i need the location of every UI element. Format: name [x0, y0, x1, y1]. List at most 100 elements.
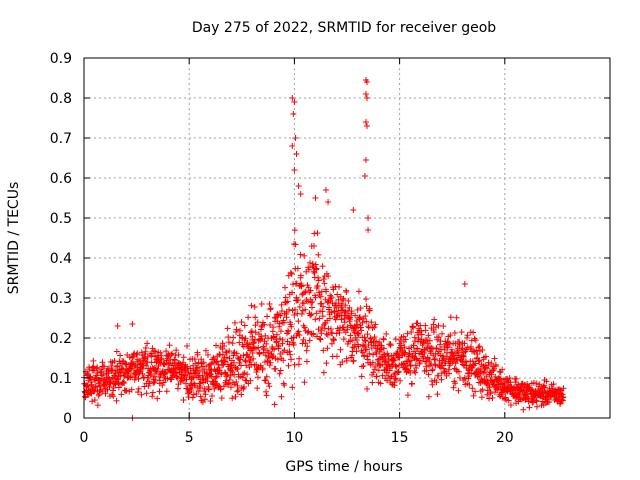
data-point-plus	[458, 329, 465, 336]
data-point-plus	[150, 347, 157, 354]
data-point-plus	[135, 389, 142, 396]
y-tick-label: 0.6	[50, 171, 72, 187]
data-point-plus	[319, 263, 326, 270]
data-point-plus	[328, 340, 335, 347]
data-point-plus	[250, 355, 257, 362]
data-point-plus	[417, 359, 424, 366]
data-point-plus	[323, 331, 330, 338]
data-point-plus	[270, 324, 277, 331]
data-point-plus	[246, 341, 253, 348]
data-point-plus	[316, 335, 323, 342]
data-point-plus	[343, 288, 350, 295]
data-point-plus	[391, 357, 398, 364]
data-point-plus	[135, 385, 142, 392]
data-point-plus	[139, 370, 146, 377]
data-point-plus	[356, 314, 363, 321]
data-point-plus	[276, 335, 283, 342]
y-axis-label: SRMTID / TECUs	[6, 182, 22, 295]
data-point-plus	[285, 328, 292, 335]
data-point-plus	[507, 402, 514, 409]
data-point-plus	[241, 322, 248, 329]
data-point-plus	[160, 379, 167, 386]
data-point-plus	[485, 395, 492, 402]
data-point-plus	[259, 365, 266, 372]
data-point-plus	[353, 317, 360, 324]
y-tick-label: 0.5	[50, 211, 72, 227]
data-point-plus	[453, 314, 460, 321]
data-point-plus	[363, 303, 370, 310]
data-point-plus	[263, 340, 270, 347]
data-point-plus	[290, 111, 297, 117]
data-point-plus	[290, 281, 297, 288]
data-point-plus	[205, 386, 212, 393]
data-point-plus	[362, 119, 369, 125]
data-point-plus	[263, 388, 270, 395]
data-point-plus	[395, 353, 402, 360]
data-point-plus	[447, 314, 454, 321]
data-point-plus	[343, 357, 350, 364]
data-point-plus	[188, 386, 195, 393]
data-point-plus	[466, 373, 473, 380]
data-point-plus	[428, 378, 435, 385]
data-point-plus	[446, 341, 453, 348]
data-point-plus	[200, 359, 207, 366]
data-point-plus	[123, 361, 130, 368]
data-point-plus	[408, 380, 415, 387]
data-point-plus	[307, 287, 314, 294]
data-point-plus	[278, 393, 285, 400]
data-point-plus	[234, 388, 241, 395]
data-point-plus	[392, 336, 399, 343]
data-point-plus	[465, 375, 472, 382]
data-point-plus	[194, 351, 201, 358]
data-point-plus	[363, 123, 370, 129]
data-point-plus	[198, 397, 205, 404]
data-point-plus	[472, 388, 479, 395]
data-point-plus	[497, 375, 504, 382]
data-point-plus	[320, 369, 327, 376]
data-point-plus	[323, 360, 330, 367]
data-point-plus	[157, 359, 164, 366]
data-point-plus	[441, 369, 448, 376]
data-point-plus	[111, 358, 118, 365]
data-point-plus	[363, 346, 370, 353]
data-point-plus	[98, 375, 105, 382]
data-point-plus	[230, 334, 237, 341]
data-point-plus	[184, 343, 191, 350]
data-point-plus	[205, 383, 212, 390]
data-point-plus	[262, 377, 269, 384]
data-point-plus	[90, 363, 97, 370]
data-point-plus	[196, 367, 203, 374]
data-point-plus	[475, 358, 482, 365]
data-point-plus	[121, 380, 128, 387]
data-point-plus	[195, 373, 202, 380]
data-point-plus	[306, 337, 313, 344]
data-point-plus	[202, 391, 209, 398]
data-point-plus	[457, 356, 464, 363]
data-point-plus	[266, 383, 273, 390]
data-point-plus	[320, 347, 327, 354]
data-point-plus	[407, 357, 414, 364]
data-point-plus	[312, 294, 319, 301]
data-point-plus	[372, 321, 379, 328]
data-point-plus	[433, 345, 440, 352]
data-point-plus	[397, 337, 404, 344]
data-point-plus	[256, 350, 263, 357]
data-point-plus	[338, 300, 345, 307]
data-point-plus	[393, 376, 400, 383]
data-point-plus	[93, 365, 100, 372]
grid-lines	[84, 58, 610, 418]
data-point-plus	[368, 339, 375, 346]
data-point-plus	[252, 329, 259, 336]
data-point-plus	[110, 384, 117, 391]
data-point-plus	[289, 95, 296, 101]
data-point-plus	[481, 369, 488, 376]
data-point-plus	[284, 338, 291, 345]
data-point-plus	[279, 336, 286, 343]
data-point-plus	[375, 367, 382, 374]
data-point-plus	[327, 295, 334, 302]
data-point-plus	[307, 299, 314, 306]
data-point-plus	[104, 386, 111, 393]
data-point-plus	[504, 375, 511, 382]
data-point-plus	[413, 355, 420, 362]
data-point-plus	[245, 314, 252, 321]
